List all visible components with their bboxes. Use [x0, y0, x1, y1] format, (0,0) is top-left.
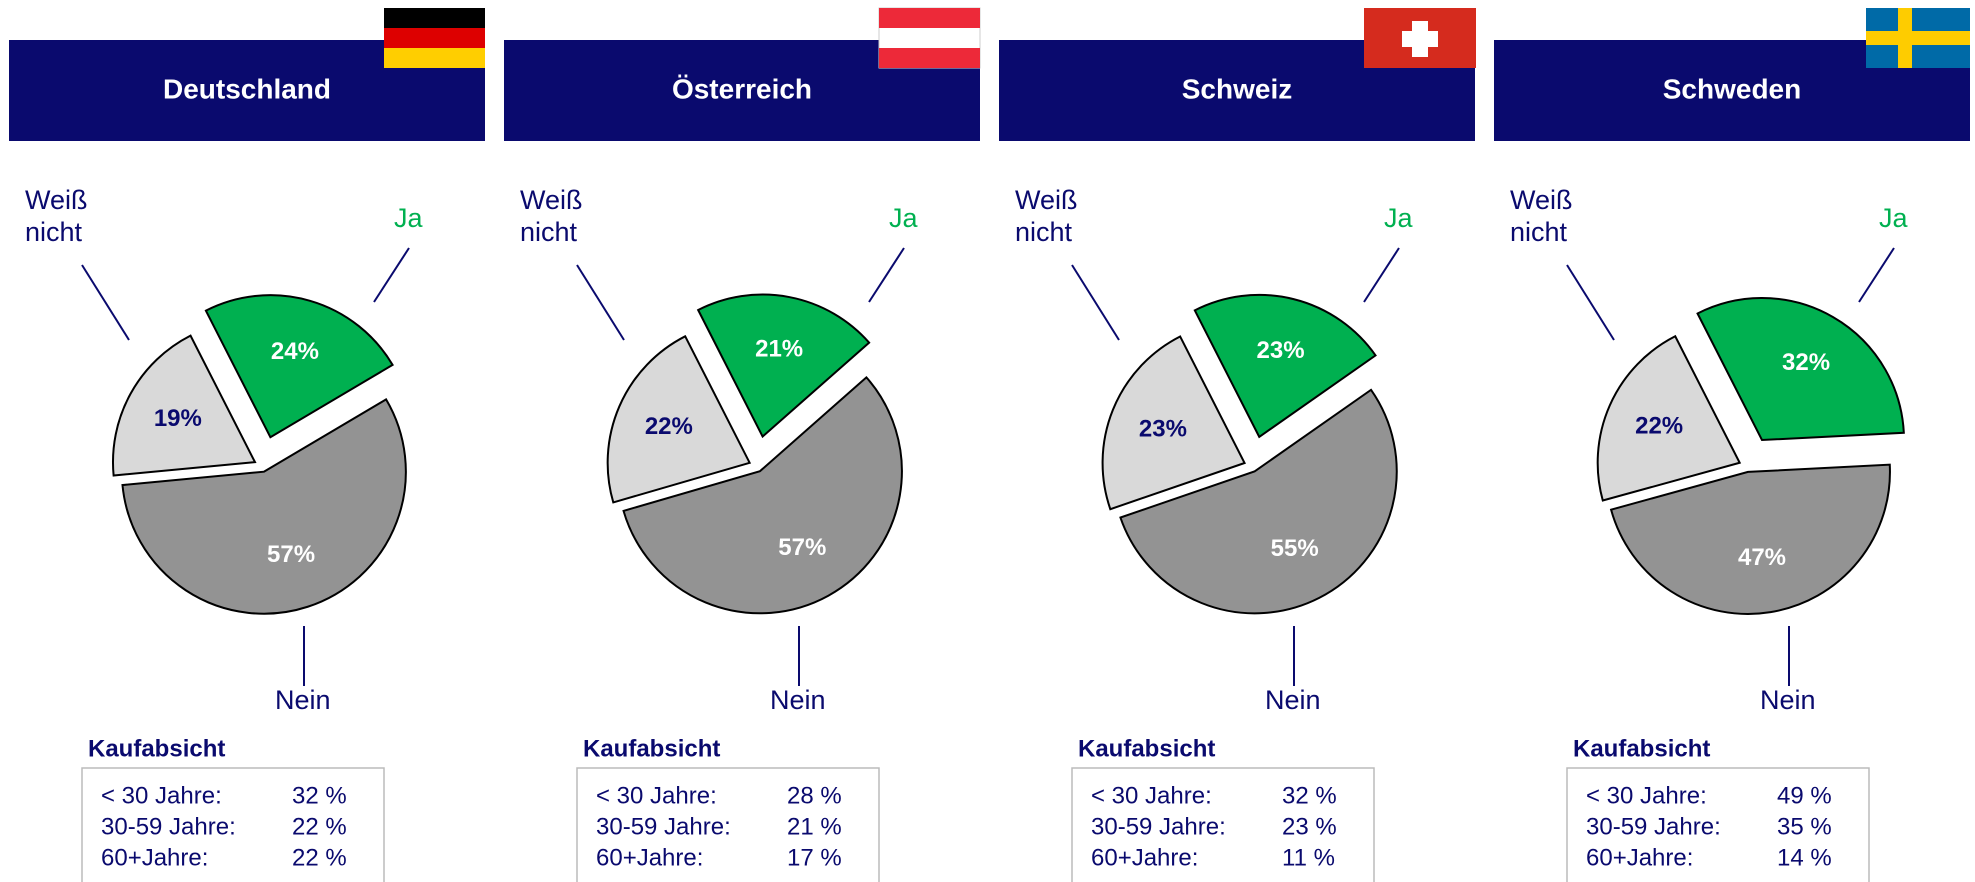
pie-slice — [1596, 334, 1742, 502]
table-box — [81, 767, 385, 882]
value-label: 19% — [154, 405, 202, 432]
leader-line — [373, 247, 410, 303]
pie-slice — [1101, 335, 1246, 511]
leader-line — [1071, 264, 1120, 341]
category-label: Nein — [1265, 685, 1321, 715]
table-cell: 22 % — [292, 844, 347, 871]
header-title: Schweiz — [1182, 73, 1292, 104]
value-label: 57% — [778, 534, 826, 561]
flag-switzerland — [1364, 8, 1476, 68]
value-label: 22% — [645, 413, 693, 440]
table-title: Kaufabsicht — [583, 735, 720, 762]
category-label: Weiß nicht — [1510, 185, 1573, 247]
leader-line — [576, 264, 625, 341]
category-label: Weiß nicht — [520, 185, 583, 247]
table-cell: 60+Jahre: — [596, 844, 703, 871]
category-label: Ja — [1384, 203, 1413, 233]
leader-line — [1363, 247, 1400, 303]
pie-slice — [696, 293, 871, 439]
leader-line — [1858, 247, 1895, 303]
category-label: Ja — [1879, 203, 1908, 233]
table-cell: 49 % — [1777, 782, 1832, 809]
table-cell: 30-59 Jahre: — [596, 813, 731, 840]
value-label: 21% — [755, 335, 803, 362]
value-label: 23% — [1257, 337, 1305, 364]
table-cell: 30-59 Jahre: — [1091, 813, 1226, 840]
pie-slice — [204, 294, 394, 439]
table-cell: 32 % — [292, 782, 347, 809]
pie-slice — [622, 375, 903, 615]
table-cell: < 30 Jahre: — [1091, 782, 1212, 809]
table-cell: < 30 Jahre: — [101, 782, 222, 809]
category-label: Ja — [394, 203, 423, 233]
leader-line — [1566, 264, 1615, 341]
value-label: 55% — [1271, 535, 1319, 562]
table-cell: 35 % — [1777, 813, 1832, 840]
table-cell: 28 % — [787, 782, 842, 809]
table-cell: 60+Jahre: — [1091, 844, 1198, 871]
header-title: Deutschland — [163, 73, 331, 104]
pie-slice — [1193, 293, 1377, 439]
table-cell: 22 % — [292, 813, 347, 840]
pie-slice — [112, 334, 257, 477]
leader-line — [868, 247, 905, 303]
pie-slice — [1696, 297, 1905, 442]
pie-slice — [121, 398, 407, 615]
table-cell: 32 % — [1282, 782, 1337, 809]
table-cell: 23 % — [1282, 813, 1337, 840]
leader-line — [81, 264, 130, 341]
flag-austria — [878, 7, 981, 69]
category-label: Weiß nicht — [1015, 185, 1078, 247]
value-label: 24% — [271, 338, 319, 365]
flag-sweden — [1866, 8, 1970, 68]
table-cell: < 30 Jahre: — [1586, 782, 1707, 809]
table-box — [1566, 767, 1870, 882]
header-title: Schweden — [1663, 73, 1801, 104]
table-cell: 21 % — [787, 813, 842, 840]
flag-germany — [384, 8, 485, 68]
category-label: Weiß nicht — [25, 185, 88, 247]
pie-slice — [1119, 388, 1398, 615]
pie-slice — [606, 334, 752, 504]
table-cell: 11 % — [1282, 844, 1335, 871]
value-label: 47% — [1738, 544, 1786, 571]
table-cell: 30-59 Jahre: — [1586, 813, 1721, 840]
category-label: Nein — [1760, 685, 1816, 715]
table-cell: 17 % — [787, 844, 842, 871]
panels: Deutschland 24% 57% 19% Kaufabsicht < 30 Jahr… — [9, 40, 1970, 882]
value-label: 22% — [1635, 413, 1683, 440]
category-label: Nein — [275, 685, 331, 715]
table-box — [1071, 767, 1375, 882]
table-cell: 60+Jahre: — [1586, 844, 1693, 871]
table-box — [576, 767, 880, 882]
value-label: 32% — [1782, 349, 1830, 376]
category-label: Ja — [889, 203, 918, 233]
pie-slice — [1609, 463, 1891, 615]
category-label: Nein — [770, 685, 826, 715]
table-cell: 30-59 Jahre: — [101, 813, 236, 840]
table-title: Kaufabsicht — [1573, 735, 1710, 762]
table-cell: 14 % — [1777, 844, 1832, 871]
table-title: Kaufabsicht — [1078, 735, 1215, 762]
header-title: Österreich — [672, 73, 812, 104]
value-label: 57% — [267, 541, 315, 568]
value-label: 23% — [1139, 415, 1187, 442]
table-cell: < 30 Jahre: — [596, 782, 717, 809]
table-cell: 60+Jahre: — [101, 844, 208, 871]
table-title: Kaufabsicht — [88, 735, 225, 762]
